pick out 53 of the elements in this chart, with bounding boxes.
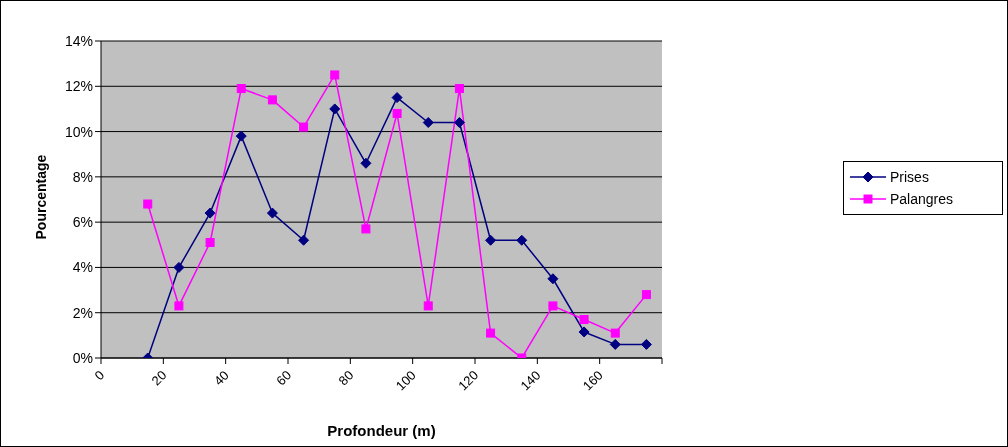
- point: [454, 84, 464, 94]
- y-tick-label: 2%: [72, 304, 93, 321]
- legend-label: Prises: [890, 169, 929, 185]
- point: [485, 234, 497, 246]
- point: [453, 117, 465, 129]
- point: [235, 130, 247, 142]
- point: [391, 92, 403, 104]
- point: [236, 84, 246, 94]
- point: [423, 301, 433, 311]
- point: [267, 95, 277, 105]
- y-tick-label: 0%: [72, 349, 93, 366]
- point: [610, 328, 620, 338]
- x-tick-label: 20: [148, 367, 170, 389]
- x-tick-label: 0: [91, 367, 108, 384]
- point: [547, 273, 559, 285]
- x-tick-label: 60: [273, 367, 295, 389]
- point: [361, 224, 371, 234]
- point: [641, 290, 651, 300]
- point: [516, 234, 528, 246]
- point: [143, 199, 153, 209]
- point: [548, 301, 558, 311]
- point: [266, 207, 278, 219]
- y-tick-label: 10%: [64, 123, 93, 140]
- x-tick-label: 160: [579, 367, 606, 394]
- x-tick-label: 80: [335, 367, 357, 389]
- point: [578, 326, 590, 338]
- point: [422, 117, 434, 129]
- point: [609, 338, 621, 350]
- y-tick-label: 4%: [72, 259, 93, 276]
- point: [299, 122, 309, 132]
- x-tick-label: 120: [455, 367, 482, 394]
- point: [330, 70, 340, 80]
- point: [486, 328, 496, 338]
- x-tick-label: 140: [517, 367, 544, 394]
- point: [360, 157, 372, 169]
- x-tick-label: 100: [392, 367, 419, 394]
- point: [204, 207, 216, 219]
- y-tick-label: 12%: [64, 78, 93, 95]
- point: [173, 261, 185, 273]
- x-tick-label: 40: [210, 367, 232, 389]
- point: [205, 238, 215, 248]
- y-tick-label: 8%: [72, 168, 93, 185]
- point: [174, 301, 184, 311]
- y-axis-title: Pourcentage: [32, 154, 49, 240]
- point: [392, 108, 402, 118]
- y-tick-label: 6%: [72, 214, 93, 231]
- x-axis-title: Profondeur (m): [327, 422, 436, 439]
- point: [298, 234, 310, 246]
- legend-label: Palangres: [890, 191, 954, 207]
- y-tick-label: 14%: [64, 32, 93, 49]
- point: [329, 103, 341, 115]
- point: [579, 315, 589, 325]
- point: [640, 338, 652, 350]
